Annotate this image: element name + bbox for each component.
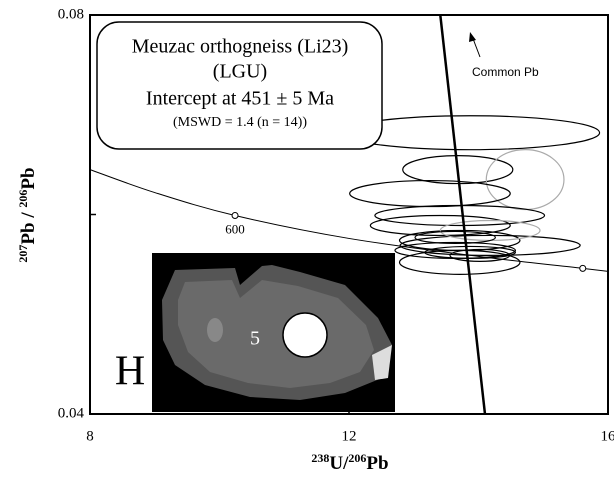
error-ellipse [402, 155, 514, 185]
age-label: 600 [225, 221, 245, 236]
age-marker [231, 211, 239, 219]
x-axis-label: 238U/206Pb [311, 451, 388, 475]
label: U/ [329, 453, 349, 474]
annotation: Common Pb [472, 65, 539, 79]
error-ellipse [374, 204, 546, 227]
x-tick-label: 16 [601, 428, 614, 444]
error-ellipse [449, 248, 511, 262]
arrow-head [469, 32, 476, 42]
label: Pb [18, 167, 39, 189]
y-axis-label: 207Pb / 206Pb [16, 167, 40, 262]
plot-area: 600 [89, 14, 609, 415]
age-marker [579, 264, 587, 272]
concordia [89, 169, 609, 272]
inset-image: 5 [152, 253, 395, 412]
y-tick-label: 0.08 [58, 6, 84, 22]
box-line: (LGU) [213, 61, 267, 83]
error-ellipse [349, 179, 511, 208]
sup: 238 [311, 451, 329, 465]
discordia [439, 14, 487, 415]
panel-label: H [115, 349, 145, 395]
label: Pb [366, 453, 388, 474]
inset-label: 5 [250, 328, 260, 350]
label: Pb / [18, 208, 39, 245]
error-ellipse [369, 214, 511, 237]
error-ellipse [424, 245, 517, 259]
error-ellipse [414, 230, 496, 245]
sup: 207 [16, 245, 30, 263]
x-tick-label: 8 [86, 428, 94, 444]
box-line: (MSWD = 1.4 (n = 14)) [173, 115, 307, 130]
sup: 206 [348, 451, 366, 465]
sup: 206 [16, 190, 30, 208]
x-tick-label: 12 [342, 428, 357, 444]
box-line: Meuzac orthogneiss (Li23) [132, 36, 349, 58]
error-ellipse [399, 234, 581, 256]
y-tick-label: 0.04 [58, 405, 85, 421]
info-box [96, 21, 383, 150]
box-line: Intercept at 451 ± 5 Ma [146, 88, 334, 110]
